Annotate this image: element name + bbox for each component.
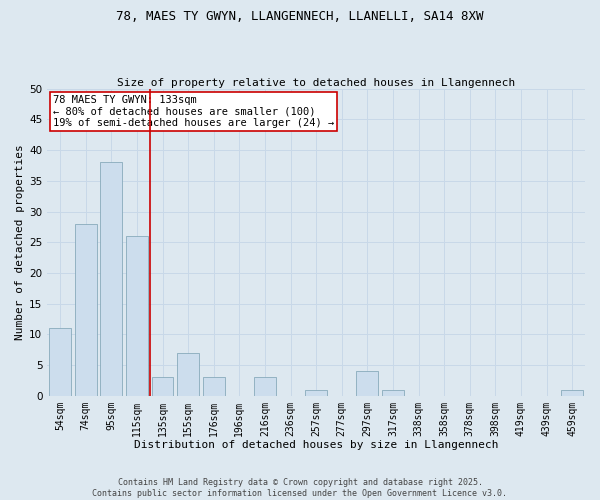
Text: 78, MAES TY GWYN, LLANGENNECH, LLANELLI, SA14 8XW: 78, MAES TY GWYN, LLANGENNECH, LLANELLI,… [116, 10, 484, 23]
Bar [152, 378, 173, 396]
Bar [49, 328, 71, 396]
Bar [126, 236, 148, 396]
Title: Size of property relative to detached houses in Llangennech: Size of property relative to detached ho… [117, 78, 515, 88]
Text: Contains HM Land Registry data © Crown copyright and database right 2025.
Contai: Contains HM Land Registry data © Crown c… [92, 478, 508, 498]
Bar [356, 371, 378, 396]
Bar [382, 390, 404, 396]
Bar [562, 390, 583, 396]
Bar [177, 353, 199, 396]
Bar [100, 162, 122, 396]
X-axis label: Distribution of detached houses by size in Llangennech: Distribution of detached houses by size … [134, 440, 499, 450]
Bar [305, 390, 327, 396]
Bar [75, 224, 97, 396]
Text: 78 MAES TY GWYN: 133sqm
← 80% of detached houses are smaller (100)
19% of semi-d: 78 MAES TY GWYN: 133sqm ← 80% of detache… [53, 95, 334, 128]
Y-axis label: Number of detached properties: Number of detached properties [15, 144, 25, 340]
Bar [203, 378, 224, 396]
Bar [254, 378, 276, 396]
